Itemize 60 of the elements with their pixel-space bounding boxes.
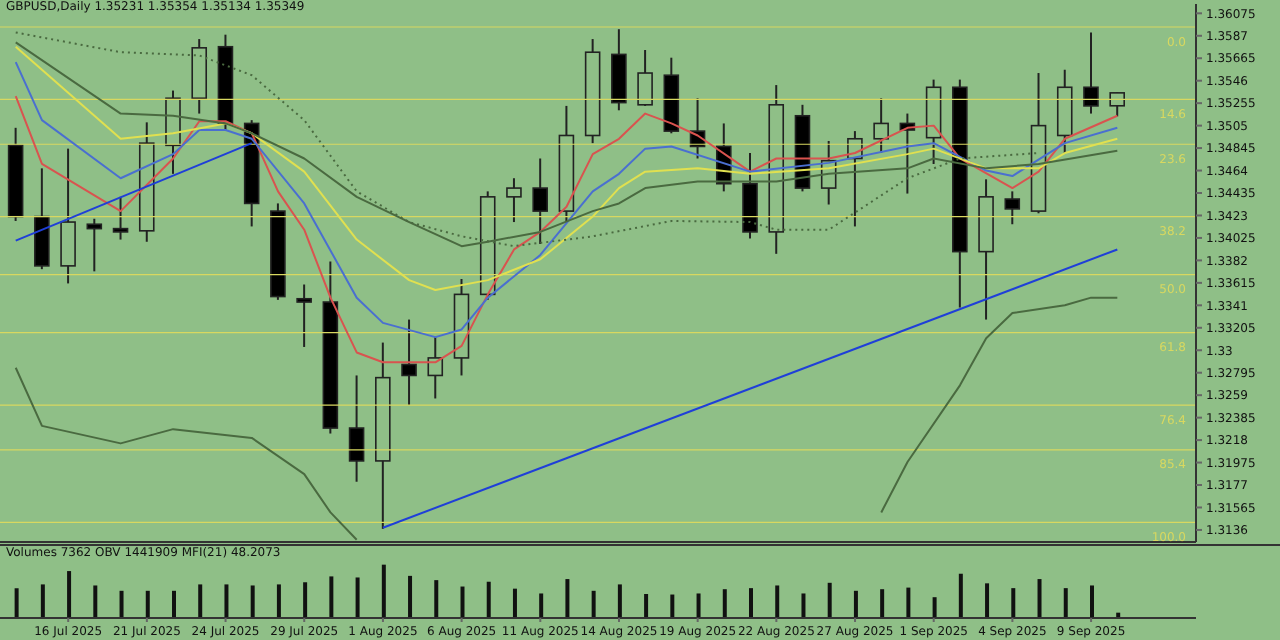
bar <box>827 582 832 618</box>
bar <box>93 585 98 618</box>
bar <box>381 564 386 618</box>
candlestick <box>60 147 76 285</box>
line-series <box>14 45 1119 291</box>
bar <box>696 593 701 618</box>
bar <box>1011 588 1016 618</box>
candlestick <box>296 283 312 348</box>
candlestick <box>401 318 417 407</box>
candlestick <box>1083 31 1099 115</box>
candlestick <box>112 195 129 241</box>
bar <box>329 576 334 618</box>
bar <box>565 579 570 618</box>
bar <box>119 590 124 618</box>
bar <box>355 577 360 618</box>
bar <box>67 571 72 618</box>
bar <box>1089 585 1094 618</box>
line-series <box>880 296 1119 514</box>
bar <box>644 594 649 618</box>
candlestick <box>1004 190 1021 226</box>
candlestick <box>873 97 889 155</box>
bar <box>749 588 754 618</box>
bar <box>408 575 413 618</box>
bar <box>224 584 229 618</box>
bar <box>198 584 203 618</box>
bar <box>670 594 675 618</box>
bar <box>1037 579 1042 618</box>
bar <box>40 584 45 618</box>
bar <box>775 585 780 618</box>
candlestick <box>348 374 365 483</box>
bar <box>512 588 517 618</box>
bar <box>985 583 990 618</box>
bar <box>880 589 885 618</box>
candlestick <box>86 217 103 273</box>
bar <box>617 584 622 618</box>
bar <box>932 597 937 618</box>
bar <box>145 590 150 618</box>
bar <box>906 587 911 618</box>
bar <box>539 593 544 618</box>
candlestick <box>506 177 522 224</box>
candlestick <box>637 49 653 107</box>
candlestick <box>1109 91 1125 118</box>
bar <box>250 585 255 618</box>
line-series <box>14 61 1119 339</box>
bar <box>276 584 281 618</box>
candlestick <box>427 336 444 400</box>
bar <box>303 582 308 618</box>
bar <box>1063 588 1068 618</box>
bar <box>801 593 806 618</box>
bar <box>434 580 439 618</box>
bar <box>722 589 727 618</box>
bar <box>958 573 963 618</box>
line-series <box>14 366 358 541</box>
bar <box>171 590 176 618</box>
bar <box>460 586 465 618</box>
bar <box>14 588 19 618</box>
bar <box>486 581 491 618</box>
bar <box>591 590 596 618</box>
candlestick <box>532 157 548 245</box>
bar <box>853 590 858 618</box>
